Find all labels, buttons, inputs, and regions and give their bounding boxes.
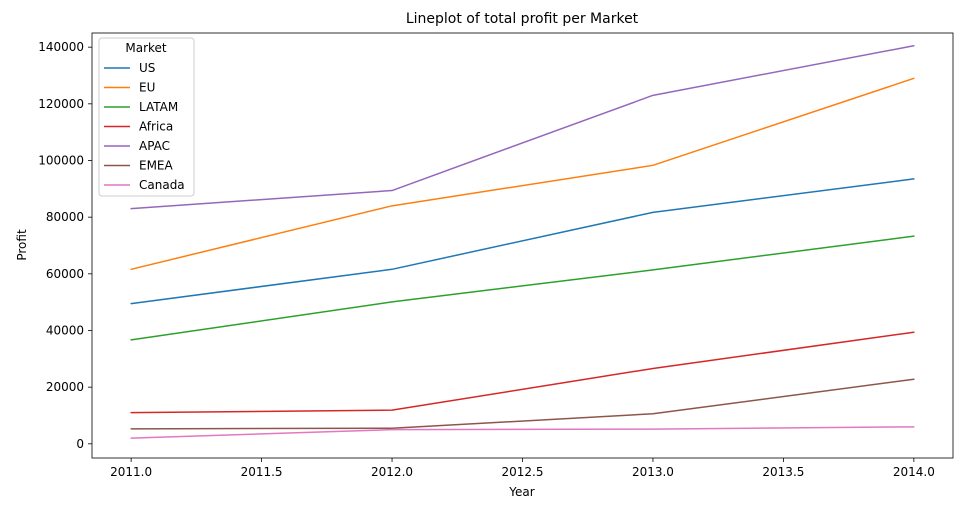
y-axis: 0 20000 40000 60000 80000 100000 120000 140000 <box>38 40 92 451</box>
series-line-apac <box>130 45 915 210</box>
x-tick-label: 2012.0 <box>371 465 413 479</box>
legend-label-eu: EU <box>139 81 155 95</box>
y-tick-label: 20000 <box>46 380 84 394</box>
y-tick-label: 40000 <box>46 324 84 338</box>
y-tick-label: 80000 <box>46 210 84 224</box>
series-line-latam <box>130 235 915 341</box>
y-tick-label: 140000 <box>38 40 84 54</box>
series-line-us <box>130 178 915 305</box>
series-line-eu <box>130 77 915 271</box>
legend-frame <box>98 37 195 197</box>
y-tick-label: 120000 <box>38 97 84 111</box>
x-tick-label: 2013.0 <box>632 465 674 479</box>
legend-label-emea: EMEA <box>139 159 174 173</box>
x-tick-label: 2014.0 <box>893 465 935 479</box>
y-tick-label: 100000 <box>38 154 84 168</box>
series-lines <box>130 45 915 439</box>
legend-label-africa: Africa <box>139 120 173 134</box>
legend-title: Market <box>125 41 167 55</box>
x-tick-label: 2013.5 <box>762 465 804 479</box>
x-axis-title: Year <box>508 485 534 499</box>
legend-label-latam: LATAM <box>139 100 178 114</box>
series-line-africa <box>130 331 915 414</box>
y-tick-label: 60000 <box>46 267 84 281</box>
legend: Market US EU LATAM Africa APAC EMEA Canada <box>98 37 195 197</box>
legend-label-apac: APAC <box>139 139 170 153</box>
series-line-canada <box>130 426 915 439</box>
legend-label-us: US <box>139 61 155 75</box>
legend-entries: US EU LATAM Africa APAC EMEA Canada <box>104 61 185 192</box>
y-tick-label: 0 <box>76 437 84 451</box>
chart-title: Lineplot of total profit per Market <box>406 11 639 27</box>
x-tick-label: 2012.5 <box>502 465 544 479</box>
legend-label-canada: Canada <box>139 178 185 192</box>
y-axis-title: Profit <box>15 229 29 261</box>
x-tick-label: 2011.5 <box>241 465 283 479</box>
plot-area-frame <box>91 32 954 459</box>
x-axis: 2011.0 2011.5 2012.0 2012.5 2013.0 2013.5 2014… <box>110 458 935 479</box>
series-line-emea <box>130 378 915 430</box>
x-tick-label: 2011.0 <box>110 465 152 479</box>
